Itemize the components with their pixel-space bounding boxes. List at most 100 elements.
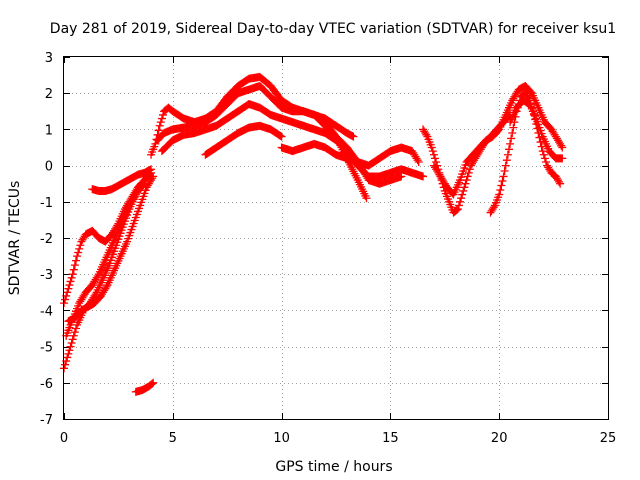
data-point	[149, 378, 158, 387]
data-point	[509, 123, 518, 132]
data-point	[159, 110, 168, 119]
grid	[64, 57, 608, 419]
series-track-12	[310, 110, 406, 188]
data-point	[454, 201, 463, 210]
data-point	[149, 172, 158, 181]
y-tick-label: -5	[40, 341, 53, 356]
data-point	[508, 129, 517, 138]
data-point	[102, 282, 111, 291]
y-tick-label: -4	[40, 304, 53, 319]
data-point	[68, 335, 77, 344]
data-point	[70, 328, 79, 337]
data-point	[428, 147, 437, 156]
data-points	[60, 72, 567, 396]
data-point	[459, 186, 468, 195]
data-point	[65, 281, 74, 290]
data-point	[64, 349, 73, 358]
data-point	[457, 194, 466, 203]
data-point	[452, 205, 461, 214]
series-track-6	[131, 378, 158, 396]
data-point	[456, 197, 465, 206]
x-tick-label: 5	[169, 431, 177, 446]
data-point	[464, 168, 473, 177]
y-tick-label: 1	[45, 123, 53, 138]
y-axis-label: SDTVAR / TECUs	[7, 181, 23, 296]
data-point	[558, 154, 567, 163]
x-tick-label: 0	[60, 431, 68, 446]
data-point	[556, 179, 565, 188]
x-tick-label: 20	[491, 431, 508, 446]
y-tick-label: -2	[40, 232, 53, 247]
data-point	[154, 126, 163, 135]
data-point	[156, 118, 165, 127]
series-track-16	[506, 96, 567, 163]
data-point	[75, 244, 84, 253]
data-point	[63, 288, 72, 297]
data-point	[73, 252, 82, 261]
series-track-2	[62, 179, 149, 340]
data-point	[431, 154, 440, 163]
data-point	[414, 157, 423, 166]
data-point	[71, 256, 80, 265]
data-point	[495, 190, 504, 199]
data-point	[497, 181, 506, 190]
data-point	[66, 342, 75, 351]
data-point	[541, 157, 550, 166]
data-point	[504, 145, 513, 154]
y-tick-label: -3	[40, 268, 53, 283]
data-point	[506, 139, 515, 148]
data-point	[147, 165, 156, 174]
data-point	[362, 194, 371, 203]
series-track-11	[277, 139, 423, 170]
y-tick-label: 0	[45, 160, 53, 175]
data-point	[69, 331, 78, 340]
data-point	[67, 273, 76, 282]
data-point	[63, 353, 72, 362]
y-tick-label: -7	[40, 413, 53, 428]
y-tick-label: 3	[45, 51, 53, 66]
series-track-10	[201, 121, 286, 159]
data-point	[422, 130, 431, 139]
data-point	[148, 379, 157, 388]
y-tick-label: -1	[40, 196, 53, 211]
y-tick-label: 2	[45, 87, 53, 102]
data-point	[61, 295, 70, 304]
plot-frame	[63, 56, 609, 420]
series-track-9	[157, 100, 428, 181]
x-tick-label: 15	[382, 431, 399, 446]
data-point	[397, 172, 406, 181]
series-track-4	[64, 172, 158, 326]
data-point	[557, 141, 566, 150]
data-point	[540, 154, 549, 163]
data-point	[349, 132, 358, 141]
data-point	[413, 156, 422, 165]
data-point	[76, 241, 85, 250]
data-point	[71, 324, 80, 333]
data-point	[507, 134, 516, 143]
data-point	[499, 172, 508, 181]
data-point	[67, 338, 76, 347]
data-point	[496, 186, 505, 195]
data-point	[465, 165, 474, 174]
data-point	[489, 203, 498, 212]
data-point	[461, 179, 470, 188]
series-track-14	[429, 81, 567, 199]
data-point	[500, 167, 509, 176]
data-point	[131, 190, 140, 199]
data-point	[453, 205, 462, 214]
data-point	[69, 265, 78, 274]
data-point	[66, 277, 75, 286]
data-point	[61, 360, 70, 369]
data-point	[155, 121, 164, 130]
axis-ticks: 0 5 10 15 20 25 -7 -6 -5 -4 -3 -2 -1 0 1 2 3	[40, 51, 616, 446]
data-point	[460, 183, 469, 192]
data-point	[64, 284, 73, 293]
data-point	[70, 261, 79, 270]
data-point	[148, 174, 157, 183]
data-point	[558, 143, 567, 152]
data-point	[419, 172, 428, 181]
data-point	[539, 150, 548, 159]
data-point	[501, 161, 510, 170]
data-point	[276, 131, 285, 140]
